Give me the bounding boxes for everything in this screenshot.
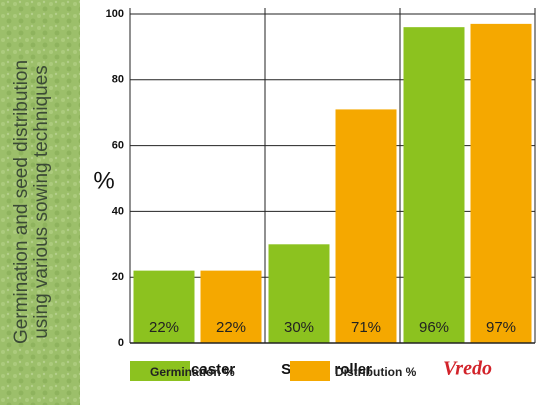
y-tick-label: 100	[106, 8, 124, 20]
data-label: 22%	[149, 319, 179, 336]
bar	[200, 270, 262, 343]
legend-swatch	[290, 361, 330, 381]
legend-label: Distribution %	[335, 365, 417, 379]
bar	[403, 27, 465, 343]
y-tick-label: 0	[118, 337, 124, 349]
side-panel	[0, 0, 80, 405]
bar	[268, 244, 330, 343]
data-label: 30%	[284, 319, 314, 336]
title-line: using various sowing techniques	[31, 65, 52, 339]
title-line: Germination and seed distribution	[11, 60, 32, 344]
bar	[133, 270, 195, 343]
data-label: 71%	[351, 319, 381, 336]
bar	[335, 109, 397, 343]
y-tick-label: 40	[112, 205, 124, 217]
y-tick-label: 60	[112, 140, 124, 152]
y-axis-label: %	[93, 167, 114, 194]
data-label: 96%	[419, 319, 449, 336]
side-title: Germination and seed distribution using …	[11, 60, 52, 344]
legend-label: Germination %	[150, 365, 235, 379]
legend-swatch	[130, 361, 190, 381]
data-label: 22%	[216, 319, 246, 336]
bar	[470, 23, 532, 344]
y-tick-label: 80	[112, 74, 124, 86]
x-tick-label: Vredo	[443, 358, 492, 380]
data-label: 97%	[486, 319, 516, 336]
y-tick-label: 20	[112, 271, 124, 283]
